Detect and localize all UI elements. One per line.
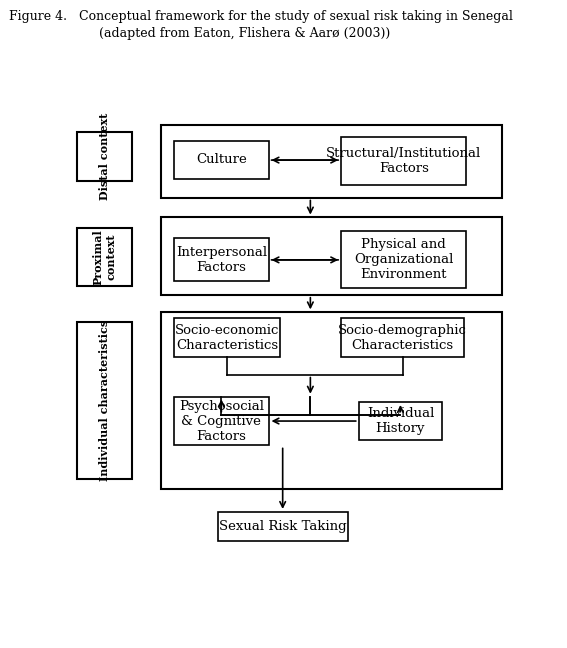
Text: Sexual Risk Taking: Sexual Risk Taking [219, 520, 346, 533]
Text: Psychosocial
& Cognitive
Factors: Psychosocial & Cognitive Factors [179, 400, 264, 443]
Bar [174, 141, 269, 179]
Bar [341, 137, 466, 185]
Bar [78, 322, 132, 480]
Bar [161, 218, 501, 295]
Text: Proximal
context: Proximal context [93, 229, 117, 285]
Text: (adapted from Eaton, Flishera & Aarø (2003)): (adapted from Eaton, Flishera & Aarø (20… [99, 27, 391, 40]
Text: Socio-economic
Characteristics: Socio-economic Characteristics [175, 324, 279, 352]
Bar [218, 512, 348, 541]
Text: Socio-demographic
Characteristics: Socio-demographic Characteristics [338, 324, 467, 352]
Bar [341, 318, 464, 357]
Text: Figure 4.   Conceptual framework for the study of sexual risk taking in Senegal: Figure 4. Conceptual framework for the s… [9, 10, 513, 23]
Text: Physical and
Organizational
Environment: Physical and Organizational Environment [354, 238, 454, 281]
Bar [359, 402, 442, 439]
Bar [341, 231, 466, 288]
Bar [174, 318, 280, 357]
Bar [174, 238, 269, 281]
Text: Individual characteristics: Individual characteristics [99, 320, 111, 481]
Text: Individual
History: Individual History [367, 407, 434, 435]
Bar [161, 125, 501, 198]
Text: Interpersonal
Factors: Interpersonal Factors [176, 246, 267, 273]
Text: Structural/Institutional
Factors: Structural/Institutional Factors [326, 147, 481, 175]
Bar [78, 132, 132, 181]
Bar [78, 229, 132, 286]
Bar [174, 397, 269, 445]
Bar [161, 312, 501, 489]
Text: Culture: Culture [196, 154, 247, 167]
Text: Distal context: Distal context [99, 113, 111, 200]
